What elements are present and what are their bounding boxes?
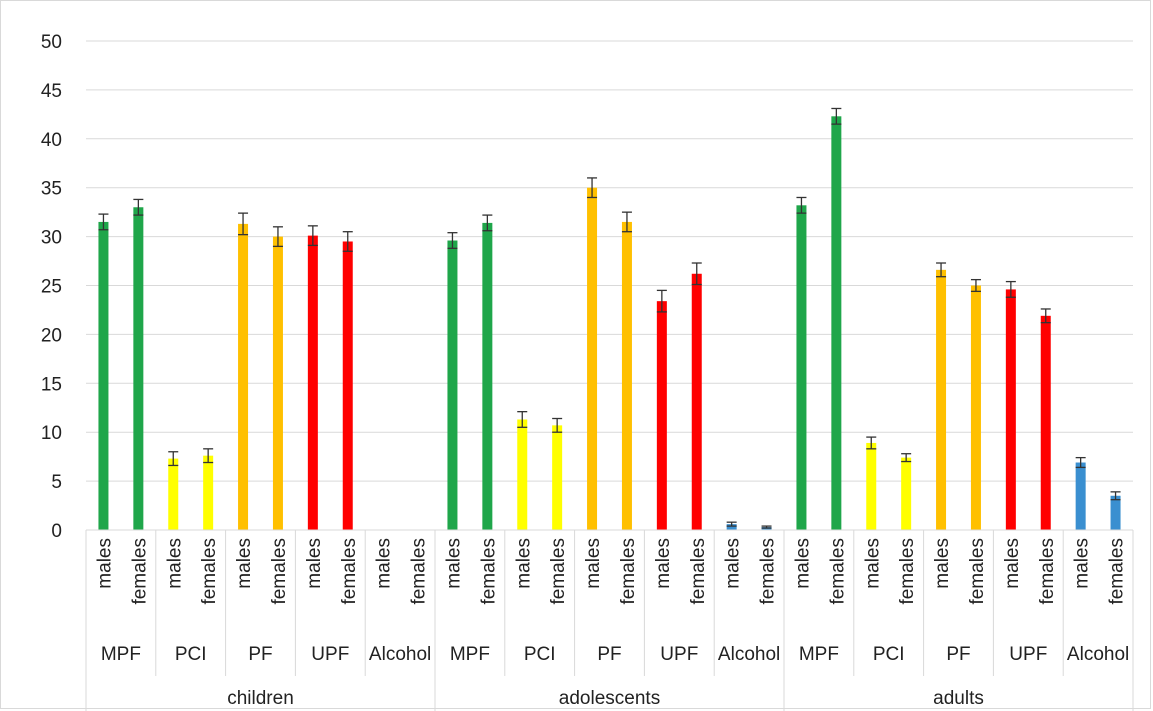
category-label: Alcohol	[1067, 644, 1129, 665]
bar	[726, 524, 737, 530]
sex-label: males	[513, 538, 534, 589]
bar	[168, 458, 179, 530]
y-tick-label: 10	[41, 423, 62, 444]
sex-label: females	[688, 538, 709, 605]
sex-label: females	[409, 538, 430, 605]
y-tick-label: 50	[41, 32, 62, 53]
group-label: adolescents	[559, 688, 660, 709]
y-tick-label: 0	[51, 521, 62, 542]
y-tick-label: 40	[41, 130, 62, 151]
bar	[831, 116, 842, 530]
group-label: adults	[933, 688, 984, 709]
sex-label: females	[897, 538, 918, 605]
y-tick-label: 35	[41, 179, 62, 200]
y-tick-label: 30	[41, 228, 62, 249]
sex-label: females	[1037, 538, 1058, 605]
sex-label: males	[792, 538, 813, 589]
bar	[691, 273, 702, 530]
bar	[482, 222, 493, 530]
category-label: PF	[946, 644, 970, 665]
sex-label: males	[234, 538, 255, 589]
bar	[307, 235, 318, 530]
category-label: Alcohol	[369, 644, 431, 665]
bar	[133, 207, 144, 530]
bar	[621, 221, 632, 530]
category-label: UPF	[1009, 644, 1047, 665]
bar	[901, 457, 912, 530]
bar	[970, 285, 981, 530]
category-label: MPF	[450, 644, 490, 665]
category-label: Alcohol	[718, 644, 780, 665]
bar	[796, 205, 807, 530]
sex-label: males	[94, 538, 115, 589]
sex-label: females	[548, 538, 569, 605]
bar	[1040, 315, 1051, 530]
sex-label: females	[339, 538, 360, 605]
category-label: UPF	[311, 644, 349, 665]
sex-label: males	[653, 538, 674, 589]
bar	[656, 301, 667, 530]
bar	[1005, 289, 1016, 530]
y-tick-label: 20	[41, 325, 62, 346]
bar	[1110, 495, 1121, 530]
y-axis-tick-labels: 0 5 10 15 20 25 30 35 40 45 50	[41, 32, 62, 542]
sex-label: females	[758, 538, 779, 605]
bar	[447, 240, 458, 530]
sex-label: males	[304, 538, 325, 589]
bar	[517, 419, 528, 530]
y-tick-label: 5	[51, 472, 62, 493]
sex-label: males	[1072, 538, 1093, 589]
sex-label: males	[1002, 538, 1023, 589]
x-axis-category-table: males females MPF males females PCI males femal…	[85, 529, 1134, 711]
y-tick-label: 15	[41, 374, 62, 395]
sex-label: females	[129, 538, 150, 605]
sex-label: males	[374, 538, 395, 589]
category-label: PCI	[524, 644, 556, 665]
bar	[552, 425, 563, 530]
bar	[1075, 462, 1086, 530]
bar	[342, 241, 353, 531]
category-label: UPF	[660, 644, 698, 665]
sex-label: males	[164, 538, 185, 589]
bar	[272, 236, 283, 530]
category-label: PCI	[175, 644, 207, 665]
sex-label: females	[199, 538, 220, 605]
category-label: MPF	[799, 644, 839, 665]
category-label: PF	[597, 644, 621, 665]
bars	[98, 116, 1121, 531]
category-label: PF	[248, 644, 272, 665]
bar	[866, 442, 877, 530]
sex-label: males	[723, 538, 744, 589]
bar	[238, 223, 249, 531]
category-label: PCI	[873, 644, 905, 665]
group-label: children	[227, 688, 294, 709]
sex-label: females	[478, 538, 499, 605]
y-tick-label: 45	[41, 81, 62, 102]
bar	[98, 221, 109, 530]
sex-label: females	[618, 538, 639, 605]
sex-label: males	[583, 538, 604, 589]
sex-label: females	[1107, 538, 1128, 605]
sex-label: males	[443, 538, 464, 589]
bar	[203, 455, 214, 530]
bar	[587, 187, 598, 530]
sex-label: males	[932, 538, 953, 589]
category-label: MPF	[101, 644, 141, 665]
y-tick-label: 25	[41, 277, 62, 298]
error-bars	[98, 107, 1121, 529]
sex-label: females	[269, 538, 290, 605]
sex-label: females	[827, 538, 848, 605]
sex-label: females	[967, 538, 988, 605]
bar	[936, 269, 947, 530]
sex-label: males	[862, 538, 883, 589]
